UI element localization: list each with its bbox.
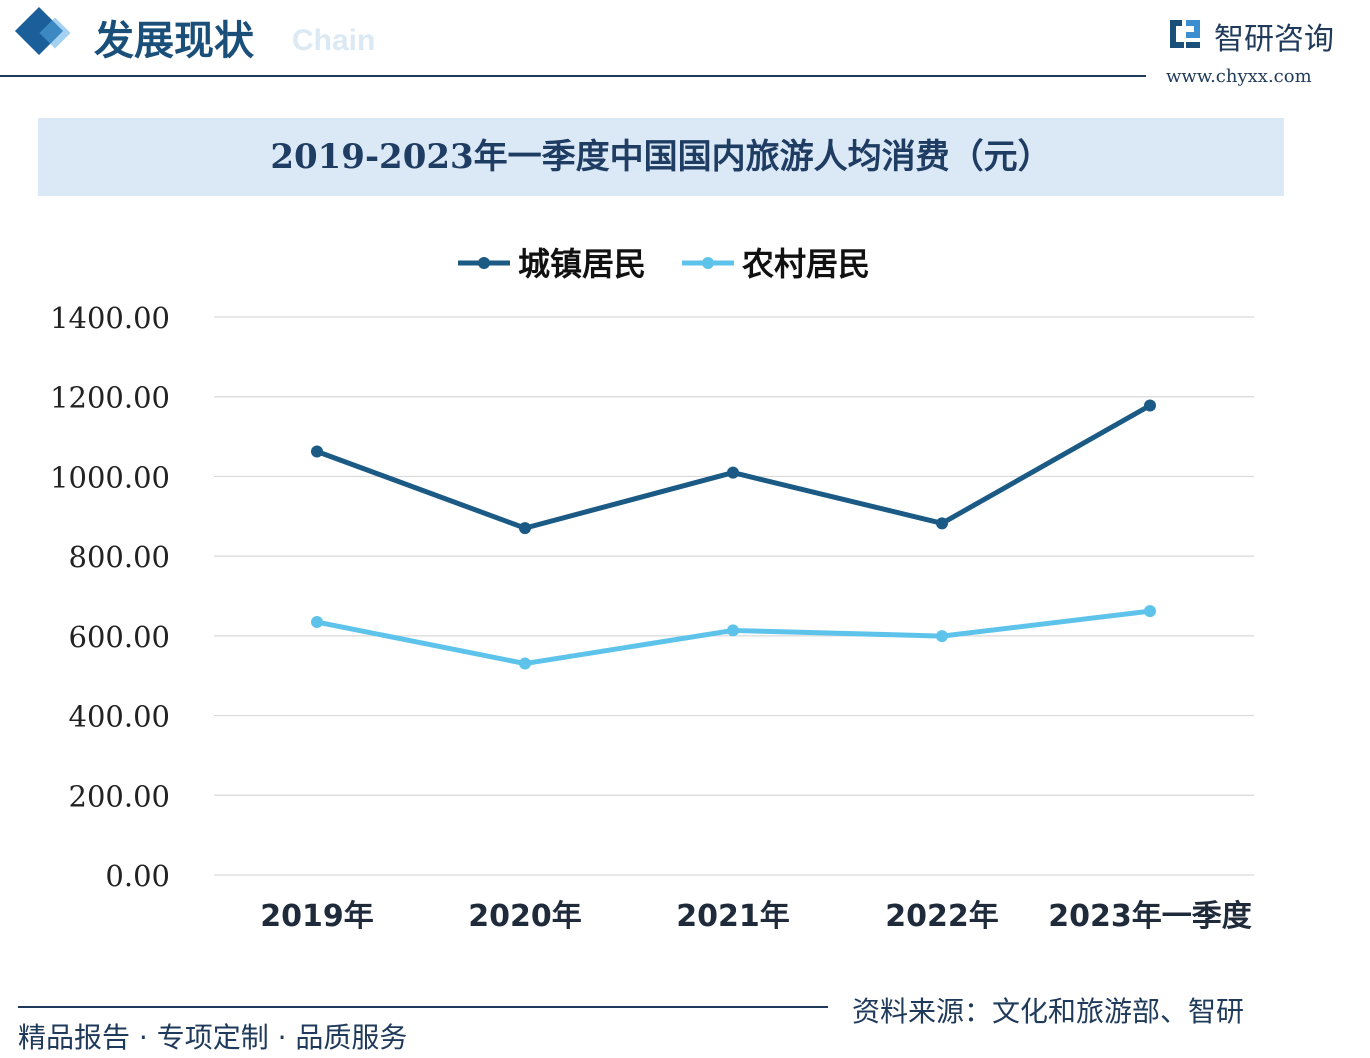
section-title: 发展现状 [94, 17, 254, 64]
brand-name: 智研咨询 [1214, 22, 1334, 57]
data-point [311, 445, 323, 458]
y-tick-label: 0.00 [105, 859, 170, 893]
y-tick-label: 400.00 [69, 700, 170, 734]
footer-divider [18, 1006, 828, 1008]
series-line [314, 608, 1153, 667]
y-tick-label: 600.00 [69, 620, 170, 654]
data-point [727, 466, 739, 479]
brand-logo-icon [1170, 20, 1200, 48]
x-tick-label: 2021年 [676, 899, 790, 934]
chart-title-band [38, 118, 1284, 196]
y-tick-label: 1400.00 [50, 301, 170, 335]
data-point [311, 616, 323, 629]
x-tick-label: 2019年 [260, 899, 374, 934]
header-divider [0, 75, 1146, 77]
legend-label: 城镇居民 [518, 245, 646, 283]
footer-source: 资料来源：文化和旅游部、智研 [852, 995, 1245, 1028]
y-tick-label: 200.00 [69, 779, 170, 813]
y-tick-label: 1200.00 [50, 381, 170, 415]
section-ghost-text: Chain [292, 24, 376, 57]
data-point [936, 517, 948, 530]
data-point [936, 630, 948, 643]
data-point [519, 657, 531, 670]
data-point [1144, 605, 1156, 618]
y-tick-label: 800.00 [69, 540, 170, 574]
x-tick-label: 2022年 [885, 899, 999, 934]
y-tick-label: 1000.00 [50, 460, 170, 494]
x-tick-label: 2023年一季度 [1048, 899, 1252, 934]
data-point [1144, 399, 1156, 412]
x-tick-label: 2020年 [468, 899, 582, 934]
legend-marker [702, 257, 714, 269]
legend-marker [478, 257, 490, 269]
chart-title: 2019-2023年一季度中国国内旅游人均消费（元） [270, 137, 1052, 177]
data-point [519, 522, 531, 535]
legend-label: 农村居民 [742, 245, 870, 283]
brand-url: www.chyxx.com [1166, 66, 1312, 87]
footer-slogan: 精品报告 · 专项定制 · 品质服务 [18, 1021, 408, 1054]
data-point [727, 624, 739, 637]
